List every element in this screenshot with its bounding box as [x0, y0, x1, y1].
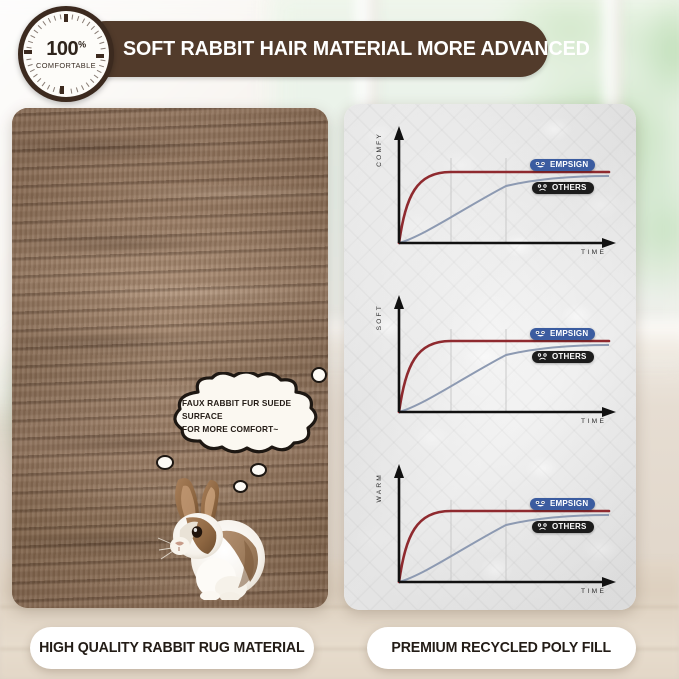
sad-face-icon [537, 353, 547, 360]
thought-dot [250, 463, 267, 477]
legend-label-others: OTHERS [552, 522, 587, 531]
rabbit-photo [157, 470, 276, 602]
y-axis-label: SOFT [376, 304, 383, 331]
happy-face-icon [535, 331, 545, 337]
legend-empsign[interactable]: EMPSIGN [530, 156, 596, 174]
seal-percent: % [78, 39, 86, 50]
legend-chip-others[interactable]: OTHERS [532, 181, 594, 194]
caption-right-text: PREMIUM RECYCLED POLY FILL [391, 640, 612, 656]
legend-others[interactable]: OTHERS [532, 518, 594, 536]
fur-fiber-layer [12, 108, 328, 608]
legend-empsign[interactable]: EMPSIGN [530, 325, 596, 343]
fur-base-layer [12, 108, 328, 608]
legend-label-others: OTHERS [552, 183, 587, 192]
header-title-pill: SOFT RABBIT HAIR MATERIAL MORE ADVANCED [78, 21, 590, 77]
comfy-chart: COMFY TIME EMPSIGN OTHERS [344, 110, 636, 278]
sad-face-icon [537, 523, 547, 530]
warm-chart: WARM TIME EMPSIGN OTHERS [344, 442, 636, 610]
legend-label-empsign: EMPSIGN [550, 499, 589, 508]
y-axis-label: WARM [376, 473, 383, 503]
happy-face-icon [535, 162, 545, 168]
thought-line-2: FOR MORE COMFORT~ [182, 423, 279, 434]
legend-label-empsign: EMPSIGN [550, 329, 589, 338]
legend-chip-empsign[interactable]: EMPSIGN [530, 497, 596, 510]
legend-label-empsign: EMPSIGN [550, 160, 589, 169]
x-axis-label: TIME [581, 249, 607, 256]
thought-bubble: FAUX RABBIT FUR SUEDE SURFACE FOR MORE C… [168, 372, 322, 454]
fur-wave-layer [12, 108, 328, 608]
fur-streak-layer [12, 108, 328, 608]
thought-dot [233, 480, 248, 493]
seal-number: 100 [46, 37, 79, 60]
legend-chip-others[interactable]: OTHERS [532, 520, 594, 533]
x-axis-label: TIME [581, 588, 607, 595]
thought-dot [156, 455, 174, 470]
legend-empsign[interactable]: EMPSIGN [530, 495, 596, 513]
comfort-seal-icon: 100% COMFORTABLE [18, 6, 114, 102]
x-axis-label: TIME [581, 418, 607, 425]
legend-chip-empsign[interactable]: EMPSIGN [530, 158, 596, 171]
seal-label: COMFORTABLE [36, 60, 96, 70]
seal-tick-marks [23, 11, 109, 97]
seal-face: 100% COMFORTABLE [23, 11, 109, 97]
caption-right: PREMIUM RECYCLED POLY FILL [367, 627, 636, 669]
floor-seam [0, 606, 679, 608]
legend-others[interactable]: OTHERS [532, 179, 594, 197]
y-axis-label: COMFY [376, 132, 383, 167]
soft-chart: SOFT TIME EMPSIGN OTHERS [344, 279, 636, 447]
sad-face-icon [537, 184, 547, 191]
page-title: SOFT RABBIT HAIR MATERIAL MORE ADVANCED [123, 37, 590, 60]
performance-charts-photo: COMFY TIME EMPSIGN OTHERS [344, 104, 636, 610]
legend-chip-others[interactable]: OTHERS [532, 350, 594, 363]
caption-left: HIGH QUALITY RABBIT RUG MATERIAL [30, 627, 314, 669]
legend-label-others: OTHERS [552, 352, 587, 361]
happy-face-icon [535, 501, 545, 507]
legend-others[interactable]: OTHERS [532, 348, 594, 366]
legend-chip-empsign[interactable]: EMPSIGN [530, 327, 596, 340]
fur-vignette [12, 108, 328, 608]
thought-line-1: FAUX RABBIT FUR SUEDE SURFACE [182, 398, 292, 421]
thought-bubble-text: FAUX RABBIT FUR SUEDE SURFACE FOR MORE C… [182, 397, 310, 436]
thought-dot [311, 367, 327, 383]
floor-seam [0, 648, 679, 650]
caption-left-text: HIGH QUALITY RABBIT RUG MATERIAL [39, 640, 305, 656]
fur-material-photo [12, 108, 328, 608]
